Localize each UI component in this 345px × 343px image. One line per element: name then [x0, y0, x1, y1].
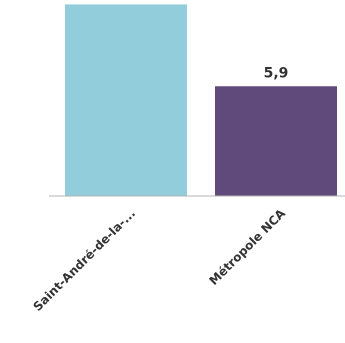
bar-1: [65, 4, 187, 197]
bars-group: [65, 4, 337, 197]
data-label-2: 5,9: [264, 65, 289, 81]
bar-2: [215, 86, 337, 196]
x-tick-label-2: Métropole NCA: [207, 206, 289, 288]
x-tick-label-1: Saint-André-de-la-...: [31, 206, 139, 314]
